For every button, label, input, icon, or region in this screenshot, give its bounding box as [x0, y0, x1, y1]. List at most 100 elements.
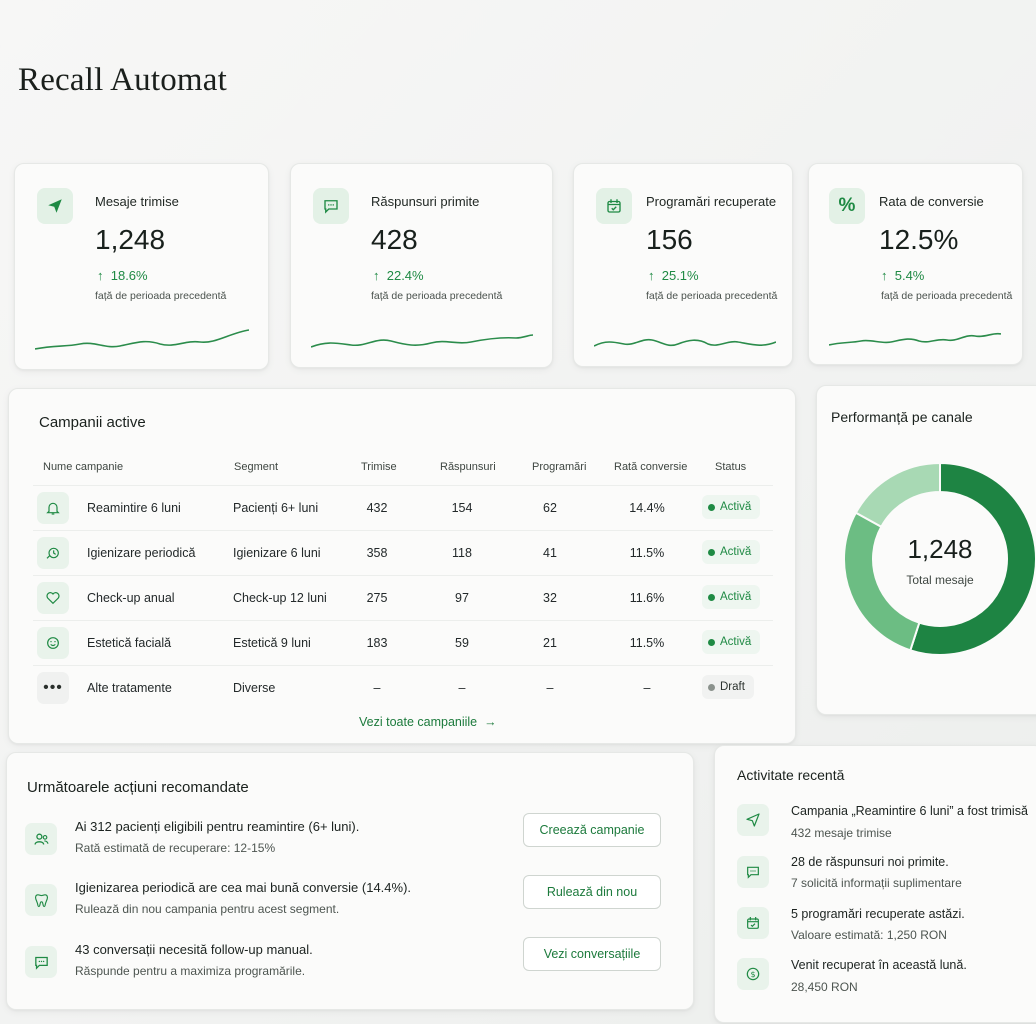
- action-sub: Răspunde pentru a maximiza programările.: [75, 964, 306, 978]
- kpi-trend: ↑ 22.4%: [373, 268, 424, 283]
- campaign-segment: Check-up 12 luni: [233, 591, 327, 605]
- kpi-value: 1,248: [95, 224, 166, 255]
- campaign-replies: 118: [452, 546, 472, 560]
- donut-center-label: Total mesaje: [906, 573, 974, 587]
- campaign-sent: 183: [366, 636, 388, 650]
- activity-title: 28 de răspunsuri noi primite.: [791, 855, 949, 869]
- kpi-trend: ↑ 5.4%: [881, 268, 925, 283]
- heart-icon: [37, 582, 69, 614]
- kpi-sub: față de perioada precedentă: [881, 290, 1013, 302]
- page-title: Recall Automat: [18, 62, 228, 98]
- campaign-sent: 432: [366, 501, 388, 515]
- activity-title: Campania „Reamintire 6 luni” a fost trim…: [791, 804, 1028, 818]
- calendar-check-icon: [737, 907, 769, 939]
- campaign-name: Igienizare periodică: [87, 546, 196, 560]
- kpi-sub: față de perioada precedentă: [95, 290, 227, 302]
- chat-icon: [25, 946, 57, 978]
- view-all-campaigns-link[interactable]: Vezi toate campaniile →: [359, 715, 497, 729]
- activity-sub: 28,450 RON: [791, 980, 858, 994]
- chat-icon: [737, 856, 769, 888]
- percent-icon: %: [829, 188, 865, 224]
- kpi-card-replies[interactable]: Răspunsuri primite 428 ↑ 22.4% față de p…: [290, 163, 553, 368]
- campaigns-title: Campanii active: [39, 414, 146, 431]
- header-sent: Trimise: [361, 461, 397, 473]
- campaign-segment: Igienizare 6 luni: [233, 546, 321, 560]
- campaign-sent: 358: [366, 546, 388, 560]
- arrow-up-icon: ↑: [648, 268, 655, 283]
- users-icon: [25, 823, 57, 855]
- table-row[interactable]: Estetică facială Estetică 9 luni 183 59 …: [33, 620, 773, 664]
- kpi-value: 12.5%: [879, 224, 959, 255]
- status-badge: Draft: [702, 675, 754, 699]
- tooth-icon: [25, 884, 57, 916]
- campaign-rate: 11.5%: [629, 546, 665, 560]
- campaign-replies: 97: [455, 591, 469, 605]
- campaign-appointments: 41: [543, 546, 557, 560]
- kpi-sub: față de perioada precedentă: [646, 290, 778, 302]
- clock-refresh-icon: [37, 537, 69, 569]
- dollar-icon: $: [737, 958, 769, 990]
- arrow-right-icon: →: [484, 715, 497, 729]
- campaign-name: Check-up anual: [87, 591, 175, 605]
- campaign-sent: 275: [366, 591, 388, 605]
- rerun-campaign-button[interactable]: Rulează din nou: [523, 875, 661, 909]
- recent-activity-card: Activitate recentă Campania „Reamintire …: [714, 745, 1036, 1023]
- actions-title: Următoarele acțiuni recomandate: [27, 779, 249, 796]
- campaign-rate: 11.5%: [629, 636, 665, 650]
- recommended-actions-card: Următoarele acțiuni recomandate Ai 312 p…: [6, 752, 694, 1010]
- campaign-name: Estetică facială: [87, 636, 172, 650]
- status-badge: Activă: [702, 630, 761, 654]
- more-icon: •••: [37, 672, 69, 704]
- campaign-rate: –: [643, 681, 651, 695]
- header-replies: Răspunsuri: [440, 461, 496, 473]
- campaign-appointments: 21: [543, 636, 557, 650]
- header-name: Nume campanie: [43, 461, 124, 473]
- kpi-label: Răspunsuri primite: [371, 194, 480, 209]
- view-conversations-button[interactable]: Vezi conversațiile: [523, 937, 661, 971]
- recent-title: Activitate recentă: [737, 767, 845, 783]
- chat-icon: [313, 188, 349, 224]
- arrow-up-icon: ↑: [373, 268, 380, 283]
- campaign-appointments: 62: [543, 501, 557, 515]
- kpi-label: Programări recuperate: [646, 194, 777, 209]
- campaigns-card: Campanii active Nume campanie Segment Tr…: [8, 388, 796, 744]
- kpi-card-conversion[interactable]: % Rata de conversie 12.5% ↑ 5.4% față de…: [808, 163, 1023, 365]
- arrow-up-icon: ↑: [881, 268, 888, 283]
- campaign-replies: 154: [451, 501, 473, 515]
- kpi-label: Rata de conversie: [879, 194, 984, 209]
- kpi-trend: ↑ 25.1%: [648, 268, 699, 283]
- kpi-card-messages-sent[interactable]: Mesaje trimise 1,248 ↑ 18.6% față de per…: [14, 163, 269, 370]
- bell-icon: [37, 492, 69, 524]
- campaign-segment: Diverse: [233, 681, 276, 695]
- action-title: 43 conversații necesită follow-up manual…: [75, 942, 313, 957]
- svg-text:$: $: [750, 970, 755, 979]
- campaign-appointments: 32: [543, 591, 557, 605]
- table-row[interactable]: Check-up anual Check-up 12 luni 275 97 3…: [33, 575, 773, 619]
- table-row[interactable]: Igienizare periodică Igienizare 6 luni 3…: [33, 530, 773, 574]
- arrow-up-icon: ↑: [97, 268, 104, 283]
- campaign-replies: 59: [455, 636, 469, 650]
- campaign-rate: 11.6%: [629, 591, 665, 605]
- status-badge: Activă: [702, 540, 761, 564]
- kpi-sub: față de perioada precedentă: [371, 290, 503, 302]
- action-sub: Rată estimată de recuperare: 12-15%: [75, 841, 276, 855]
- create-campaign-button[interactable]: Creează campanie: [523, 813, 661, 847]
- activity-sub: Valoare estimată: 1,250 RON: [791, 928, 947, 942]
- header-status: Status: [715, 461, 747, 473]
- activity-title: Venit recuperat în această lună.: [791, 958, 967, 972]
- donut-segment-0: [909, 461, 1036, 656]
- donut-center-value: 1,248: [907, 534, 973, 564]
- kpi-card-appointments[interactable]: Programări recuperate 156 ↑ 25.1% față d…: [573, 163, 793, 367]
- action-sub: Rulează din nou campania pentru acest se…: [75, 902, 340, 916]
- status-badge: Activă: [702, 585, 761, 609]
- table-row[interactable]: Reamintire 6 luni Pacienți 6+ luni 432 1…: [33, 485, 773, 529]
- campaign-replies: –: [458, 681, 466, 695]
- action-title: Ai 312 pacienți eligibili pentru reamint…: [75, 819, 360, 834]
- sparkline: [311, 334, 533, 348]
- campaign-segment: Estetică 9 luni: [233, 636, 311, 650]
- channels-card: Performanță pe canale 1,248 Total mesaje: [816, 385, 1036, 715]
- campaign-rate: 14.4%: [629, 501, 665, 515]
- kpi-label: Mesaje trimise: [95, 194, 179, 209]
- kpi-trend: ↑ 18.6%: [97, 268, 148, 283]
- table-row[interactable]: ••• Alte tratamente Diverse – – – – Draf…: [33, 665, 773, 709]
